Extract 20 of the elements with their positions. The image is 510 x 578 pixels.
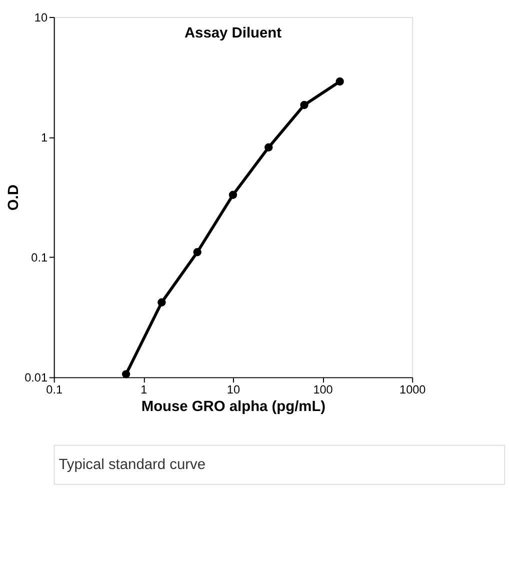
point xyxy=(228,190,238,199)
y-tick-label: 10 xyxy=(34,11,48,24)
x-axis-title: Mouse GRO alpha (pg/mL) xyxy=(141,398,326,415)
x-tick-label: 10 xyxy=(226,383,240,396)
x-tick-label: 1000 xyxy=(400,383,426,396)
x-tick-label: 0.1 xyxy=(46,383,62,396)
point xyxy=(122,370,130,378)
y-tick-label: 0.1 xyxy=(31,252,48,265)
y-tick-label: 1 xyxy=(40,131,48,144)
x-tick-label: 100 xyxy=(313,383,334,396)
point xyxy=(264,143,273,152)
point xyxy=(336,77,344,86)
y-tick-label: 0.01 xyxy=(24,372,48,385)
point xyxy=(193,248,202,256)
text: Typical standard curve xyxy=(58,457,206,474)
point xyxy=(158,298,166,306)
text: Assay Diluent xyxy=(184,26,282,42)
y-axis-title: O.D xyxy=(6,184,22,211)
x-tick-label: 1 xyxy=(140,383,148,396)
point xyxy=(300,100,308,110)
